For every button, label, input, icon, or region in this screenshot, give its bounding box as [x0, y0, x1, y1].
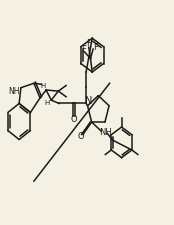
Text: N: N — [85, 96, 92, 106]
Text: O: O — [77, 132, 84, 141]
Text: H: H — [40, 83, 45, 89]
Text: H: H — [44, 101, 50, 106]
Text: F: F — [86, 39, 91, 48]
Text: NH: NH — [99, 128, 112, 137]
Text: O: O — [71, 115, 77, 124]
Text: F: F — [81, 45, 86, 54]
Text: NH: NH — [9, 87, 20, 96]
Text: F: F — [93, 43, 98, 52]
